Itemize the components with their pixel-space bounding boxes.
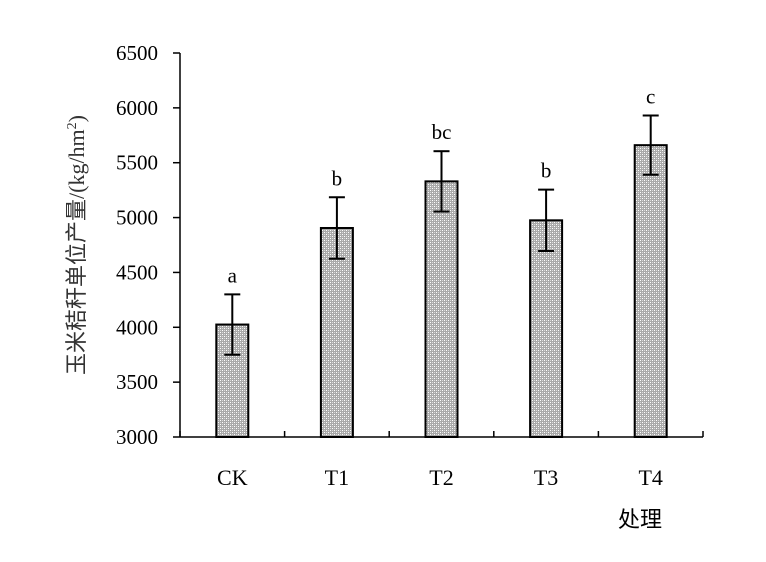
labels-layer: a CK b T1 bc T2 b T3 c T4 3000 3500 4000 4500 5000 5500… (116, 41, 663, 490)
x-tick-label-ck: CK (217, 465, 248, 490)
y-tick-label-6000: 6000 (116, 96, 158, 120)
bar-t3 (529, 219, 564, 438)
significance-label-t3: b (541, 159, 552, 183)
y-axis-title-main: 玉米秸秆单位产量/(kg/hm (64, 129, 89, 375)
error-bar-t2 (433, 150, 450, 213)
error-bar-t3 (538, 188, 555, 253)
significance-label-t1: b (332, 166, 343, 190)
significance-label-ck: a (228, 263, 238, 287)
error-bar-t1 (328, 196, 345, 260)
x-tick-label-t1: T1 (325, 465, 349, 490)
y-tick-label-4500: 4500 (116, 260, 158, 284)
y-tick-label-6500: 6500 (116, 41, 158, 65)
error-bar-ck (224, 293, 241, 356)
y-axis-title: 玉米秸秆单位产量/(kg/hm2) (64, 115, 89, 375)
x-axis-title: 处理 (618, 507, 662, 532)
y-tick-label-5000: 5000 (116, 206, 158, 230)
y-tick-label-4000: 4000 (116, 315, 158, 339)
bar-t2 (424, 180, 459, 438)
y-axis-title-tail: ) (64, 115, 89, 122)
y-axis-title-group: 玉米秸秆单位产量/(kg/hm2) (64, 115, 89, 375)
x-tick-label-t3: T3 (534, 465, 558, 490)
significance-label-t2: bc (432, 120, 452, 144)
y-tick-label-3000: 3000 (116, 425, 158, 449)
x-tick-label-t2: T2 (429, 465, 453, 490)
y-tick-label-5500: 5500 (116, 151, 158, 175)
axes-layer (173, 52, 704, 438)
bars-layer (215, 114, 668, 438)
y-axis-title-superscript: 2 (65, 122, 80, 129)
bar-t4 (633, 144, 668, 438)
error-bar-t4 (642, 114, 659, 176)
x-tick-label-t4: T4 (638, 465, 662, 490)
significance-label-t4: c (646, 85, 655, 109)
y-tick-label-3500: 3500 (116, 370, 158, 394)
